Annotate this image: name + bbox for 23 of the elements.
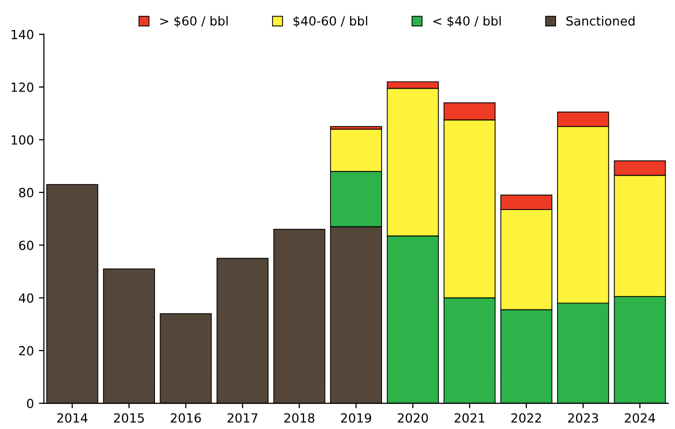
x-tick-label: 2018 <box>284 413 314 423</box>
legend-label: $40-60 / bbl <box>294 16 368 28</box>
x-tick-label: 2020 <box>398 413 428 423</box>
y-tick-label: 40 <box>18 293 34 303</box>
y-tick-label: 140 <box>12 30 34 40</box>
y-tick-label: 120 <box>12 82 34 92</box>
x-tick-label: 2015 <box>114 413 144 423</box>
x-tick-label: 2021 <box>454 413 484 423</box>
x-tick-label: 2014 <box>57 413 88 423</box>
y-tick-label: 80 <box>19 188 34 198</box>
x-tick-label: 2019 <box>341 413 372 423</box>
y-tick-label: 0 <box>27 398 34 408</box>
legend-label: < $40 / bbl <box>433 16 501 28</box>
x-tick-label: 2022 <box>511 413 541 423</box>
y-tick-label: 20 <box>19 346 34 356</box>
legend-label: Sanctioned <box>566 16 634 26</box>
x-tick-label: 2016 <box>170 413 201 423</box>
y-tick-label: 100 <box>12 135 34 145</box>
x-tick-label: 2023 <box>568 413 598 423</box>
legend-label: > $60 / bbl <box>160 16 228 28</box>
y-tick-label: 60 <box>19 240 34 250</box>
x-tick-label: 2024 <box>624 413 656 423</box>
x-tick-label: 2017 <box>228 413 258 423</box>
